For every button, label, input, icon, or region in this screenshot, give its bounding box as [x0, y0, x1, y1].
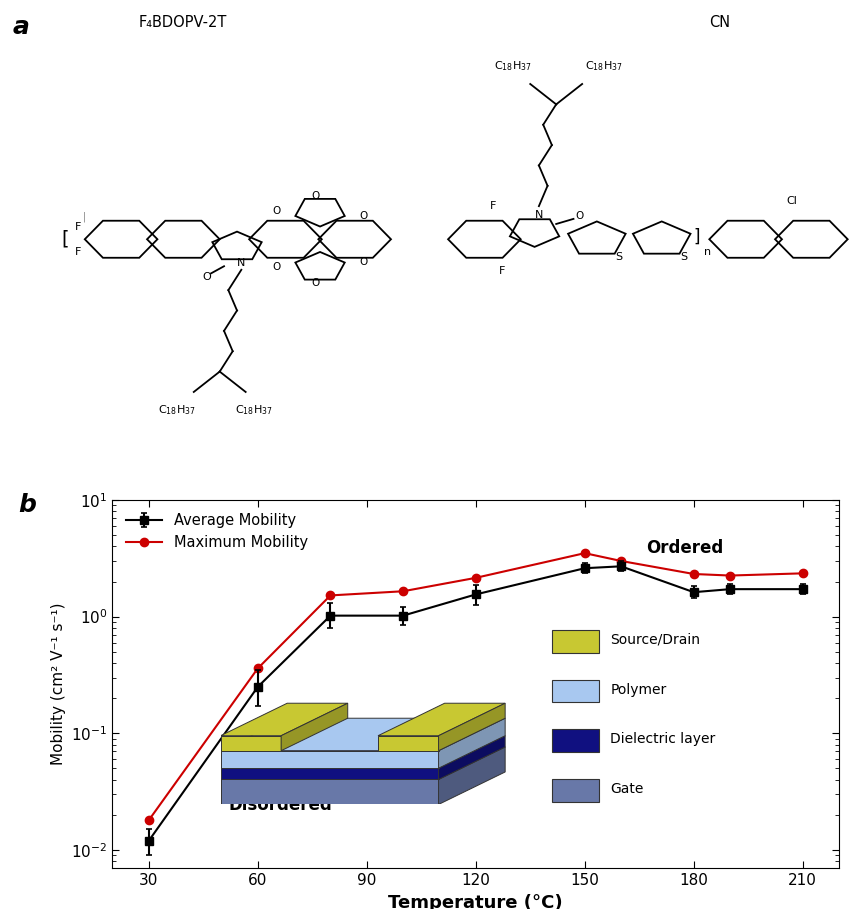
Text: Cl: Cl: [786, 196, 797, 206]
Polygon shape: [221, 718, 505, 751]
Polygon shape: [378, 735, 439, 751]
Bar: [552, 729, 599, 752]
Text: Ordered: Ordered: [646, 539, 724, 557]
Text: S: S: [680, 252, 687, 262]
Text: $\mathregular{C_{18}H_{37}}$: $\mathregular{C_{18}H_{37}}$: [585, 59, 623, 73]
Text: F: F: [74, 247, 81, 257]
Text: $\mathregular{C_{18}H_{37}}$: $\mathregular{C_{18}H_{37}}$: [157, 403, 195, 416]
Text: a: a: [13, 15, 30, 39]
Text: O: O: [575, 211, 584, 222]
Text: Disordered: Disordered: [228, 796, 332, 814]
Polygon shape: [378, 704, 505, 735]
Text: N: N: [535, 210, 543, 220]
Text: F₄BDOPV-2T: F₄BDOPV-2T: [138, 15, 227, 30]
Text: [: [: [61, 230, 68, 249]
Text: O: O: [311, 191, 320, 201]
Polygon shape: [221, 704, 348, 735]
Text: Dielectric layer: Dielectric layer: [610, 733, 715, 746]
Bar: [552, 680, 599, 703]
Text: O: O: [359, 257, 368, 267]
Text: O: O: [272, 206, 281, 216]
Polygon shape: [281, 704, 348, 751]
Text: b: b: [18, 493, 35, 516]
Text: F: F: [74, 222, 81, 232]
Text: O: O: [359, 211, 368, 222]
Polygon shape: [221, 768, 439, 779]
Polygon shape: [221, 735, 281, 751]
Text: F: F: [490, 201, 497, 211]
Text: Gate: Gate: [610, 782, 644, 796]
Polygon shape: [221, 779, 439, 804]
Polygon shape: [439, 735, 505, 779]
Text: ]: ]: [693, 227, 700, 245]
Polygon shape: [439, 747, 505, 804]
Bar: [552, 630, 599, 653]
Text: N: N: [237, 258, 246, 268]
Polygon shape: [439, 718, 505, 768]
Text: $\mathregular{C_{18}H_{37}}$: $\mathregular{C_{18}H_{37}}$: [235, 403, 273, 416]
Text: Polymer: Polymer: [610, 683, 666, 696]
Text: CN: CN: [709, 15, 730, 30]
Text: F: F: [498, 265, 505, 275]
Y-axis label: Mobility (cm² V⁻¹ s⁻¹): Mobility (cm² V⁻¹ s⁻¹): [51, 603, 66, 765]
Text: n: n: [704, 247, 711, 257]
Text: O: O: [272, 262, 281, 273]
Text: O: O: [202, 272, 211, 282]
Text: |: |: [83, 211, 87, 222]
Legend: Average Mobility, Maximum Mobility: Average Mobility, Maximum Mobility: [119, 507, 314, 556]
Text: $\mathregular{C_{18}H_{37}}$: $\mathregular{C_{18}H_{37}}$: [494, 59, 532, 73]
Polygon shape: [221, 735, 505, 768]
Polygon shape: [221, 751, 439, 768]
Polygon shape: [439, 704, 505, 751]
Text: S: S: [615, 252, 622, 262]
Bar: [552, 779, 599, 802]
Text: O: O: [311, 277, 320, 287]
X-axis label: Temperature (°C): Temperature (°C): [388, 894, 563, 909]
Text: Source/Drain: Source/Drain: [610, 633, 700, 647]
Polygon shape: [221, 747, 505, 779]
